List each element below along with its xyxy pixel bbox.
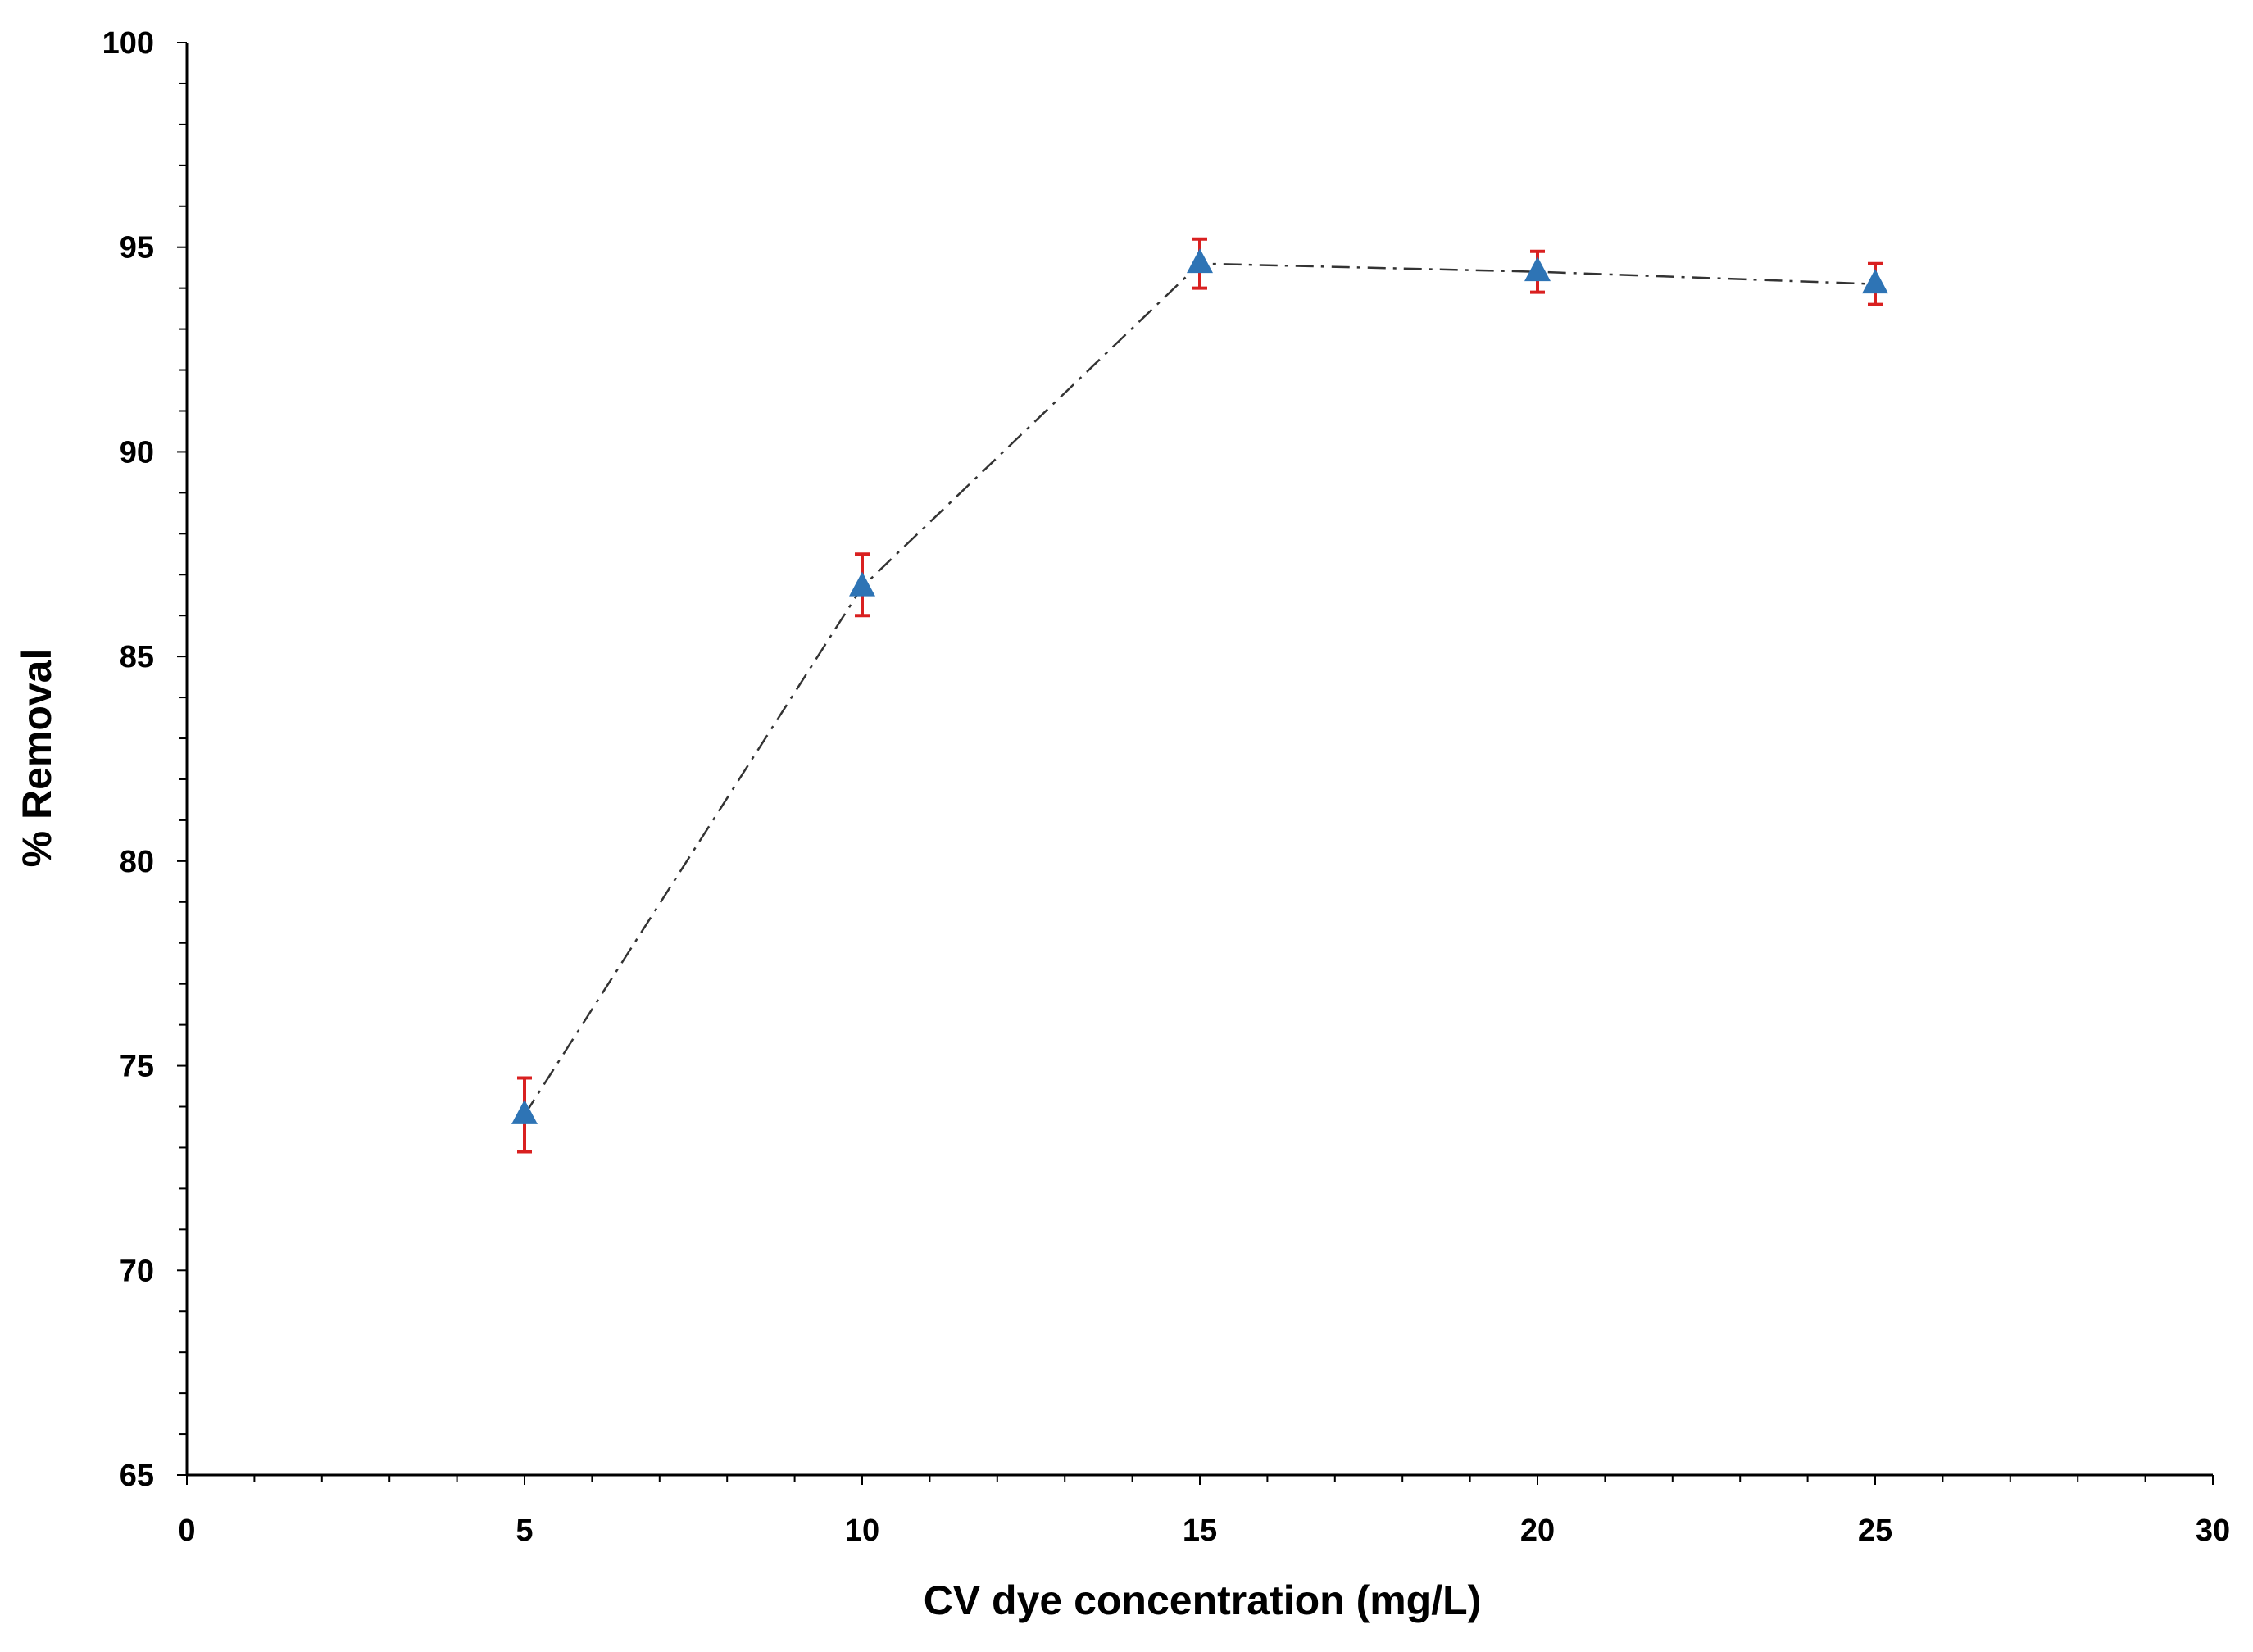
x-tick-label: 0 xyxy=(178,1514,195,1548)
x-tick-label: 5 xyxy=(516,1514,533,1548)
data-series xyxy=(511,237,1888,1154)
x-tick-label: 25 xyxy=(1858,1514,1892,1548)
series-line xyxy=(523,262,1876,1116)
y-tick-label: 70 xyxy=(120,1254,154,1288)
y-tick-label: 95 xyxy=(120,231,154,266)
y-axis-title: % Removal xyxy=(14,649,60,868)
y-tick-label: 85 xyxy=(120,640,154,674)
data-point-triangle xyxy=(511,1099,538,1124)
y-tick-label: 90 xyxy=(120,435,154,470)
y-tick-label: 75 xyxy=(120,1050,154,1084)
x-axis-title: CV dye concentration (mg/L) xyxy=(924,1577,1482,1623)
tick-marks xyxy=(177,42,2214,1485)
y-tick-label: 100 xyxy=(102,26,154,61)
x-tick-label: 10 xyxy=(845,1514,879,1548)
data-point-triangle xyxy=(1187,248,1213,274)
data-point-triangle xyxy=(1524,256,1551,282)
x-tick-label: 15 xyxy=(1183,1514,1217,1548)
y-tick-label: 65 xyxy=(120,1459,154,1493)
x-tick-label: 20 xyxy=(1520,1514,1555,1548)
data-point-triangle xyxy=(1862,269,1888,294)
x-tick-label: 30 xyxy=(2196,1514,2230,1548)
tick-labels: 65 70 75 80 85 90 95 100 0 5 10 15 20 25 30 xyxy=(102,26,2231,1548)
data-point-triangle xyxy=(849,571,875,597)
y-tick-label: 80 xyxy=(120,845,154,879)
